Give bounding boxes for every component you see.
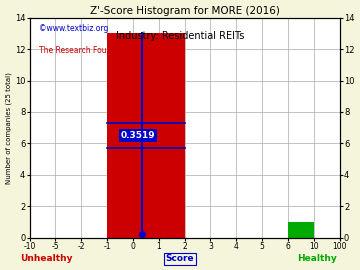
Bar [107,33,185,238]
Text: 0.3519: 0.3519 [121,131,156,140]
Text: The Research Foundation of SUNY: The Research Foundation of SUNY [39,46,168,55]
Text: ©www.textbiz.org: ©www.textbiz.org [39,24,108,33]
Bar [288,222,314,238]
Title: Z'-Score Histogram for MORE (2016): Z'-Score Histogram for MORE (2016) [90,6,280,16]
Text: Score: Score [166,254,194,263]
Y-axis label: Number of companies (25 total): Number of companies (25 total) [5,72,12,184]
Text: Industry: Residential REITs: Industry: Residential REITs [116,31,244,42]
Text: Unhealthy: Unhealthy [21,254,73,263]
Text: Healthy: Healthy [297,254,337,263]
